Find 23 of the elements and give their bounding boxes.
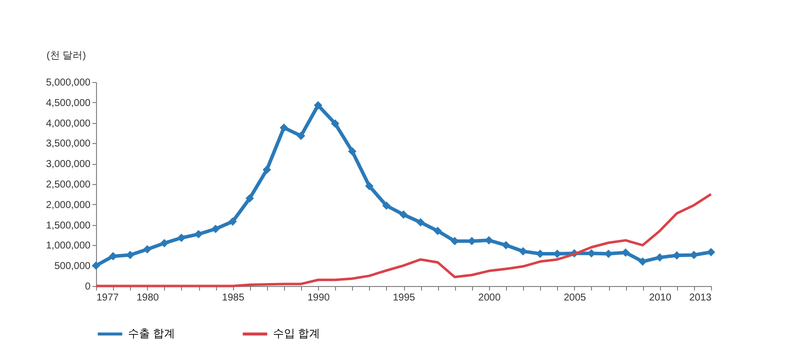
x-tick-label: 2005 xyxy=(564,292,586,304)
y-tick-label: 4,000,000 xyxy=(46,118,91,130)
y-axis-title: (천 달러) xyxy=(46,50,86,62)
x-tick-label: 1977 xyxy=(96,292,120,304)
y-tick-label: 2,500,000 xyxy=(46,180,91,190)
y-tick-label: 2,000,000 xyxy=(46,200,91,211)
x-tick-label: 1995 xyxy=(392,292,416,304)
x-tick-label: 2010 xyxy=(649,292,672,304)
legend-label: 수출 합계 xyxy=(128,328,176,339)
legend-label: 수입 합계 xyxy=(273,328,320,339)
y-tick-label: 1,500,000 xyxy=(46,220,91,232)
x-tick-label: 2013 xyxy=(689,292,712,304)
x-tick-label: 1990 xyxy=(307,292,330,304)
x-tick-label: 1980 xyxy=(136,292,160,304)
y-tick-label: 500,000 xyxy=(54,261,91,272)
x-tick-label: 2000 xyxy=(478,292,501,304)
y-tick-label: 0 xyxy=(84,282,91,292)
y-tick-label: 4,500,000 xyxy=(46,98,91,109)
y-tick-label: 5,000,000 xyxy=(46,78,91,88)
y-tick-label: 3,500,000 xyxy=(46,138,91,150)
y-tick-label: 3,000,000 xyxy=(46,159,91,170)
x-tick-label: 1985 xyxy=(222,292,245,304)
y-tick-label: 1,000,000 xyxy=(46,240,91,252)
